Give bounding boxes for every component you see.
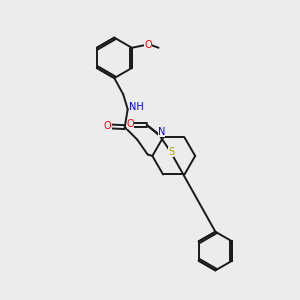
Text: S: S [168,147,174,157]
Text: O: O [127,119,134,129]
Text: N: N [158,127,165,137]
Text: O: O [144,40,152,50]
Text: O: O [104,121,112,131]
Text: NH: NH [129,102,143,112]
